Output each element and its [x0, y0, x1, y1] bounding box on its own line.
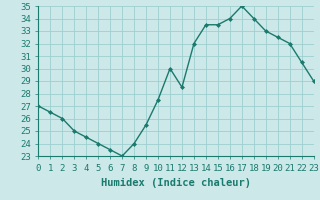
X-axis label: Humidex (Indice chaleur): Humidex (Indice chaleur) — [101, 178, 251, 188]
